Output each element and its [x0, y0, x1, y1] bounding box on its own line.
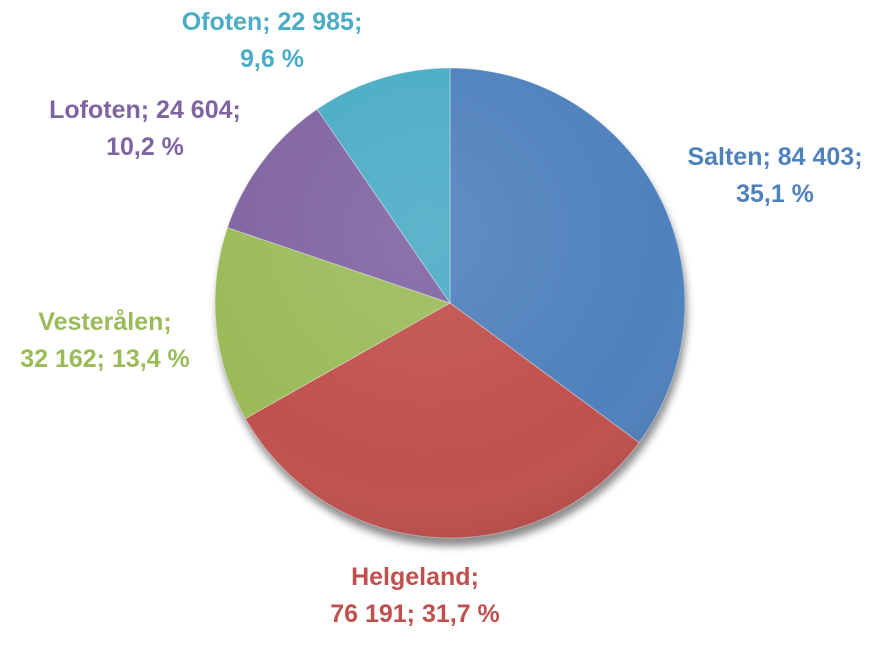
pie-label-line: 9,6 %: [240, 45, 304, 73]
pie-shine-overlay: [215, 68, 685, 538]
pie-labels: Salten; 84 403; 35,1 % Helgeland; 76 191; 3…: [20, 8, 862, 628]
pie-label-line: 76 191; 31,7 %: [330, 600, 500, 628]
pie-label-helgeland: Helgeland; 76 191; 31,7 %: [330, 563, 500, 628]
pie-label-line: Vesterålen;: [38, 308, 171, 336]
pie-label-line: Lofoten; 24 604;: [49, 96, 241, 124]
pie-label-salten: Salten; 84 403; 35,1 %: [687, 143, 862, 208]
pie-highlight: [215, 68, 685, 538]
pie-label-ofoten: Ofoten; 22 985; 9,6 %: [182, 8, 363, 73]
pie-label-lofoten: Lofoten; 24 604; 10,2 %: [49, 96, 241, 161]
pie-label-line: Helgeland;: [351, 563, 479, 591]
pie-label-line: 10,2 %: [106, 133, 184, 161]
pie-label-vesteralen: Vesterålen; 32 162; 13,4 %: [20, 308, 190, 373]
pie-label-line: Salten; 84 403;: [687, 143, 862, 171]
pie-label-line: Ofoten; 22 985;: [182, 8, 363, 36]
pie-label-line: 35,1 %: [736, 180, 814, 208]
pie-label-line: 32 162; 13,4 %: [20, 345, 190, 373]
